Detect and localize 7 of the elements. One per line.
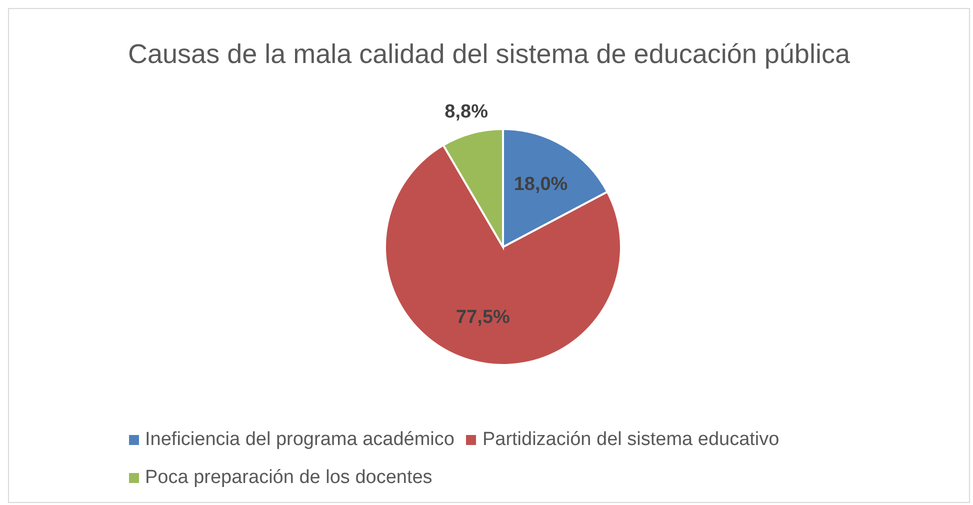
legend-label: Partidización del sistema educativo <box>482 429 780 451</box>
data-label: 77,5% <box>456 306 510 328</box>
data-label: 18,0% <box>514 174 568 195</box>
data-label: 8,8% <box>444 101 488 122</box>
legend-label: Poca preparación de los docentes <box>145 467 432 489</box>
legend-label: Ineficiencia del programa académico <box>145 429 454 451</box>
chart-title: Causas de la mala calidad del sistema de educación pública <box>127 39 851 70</box>
